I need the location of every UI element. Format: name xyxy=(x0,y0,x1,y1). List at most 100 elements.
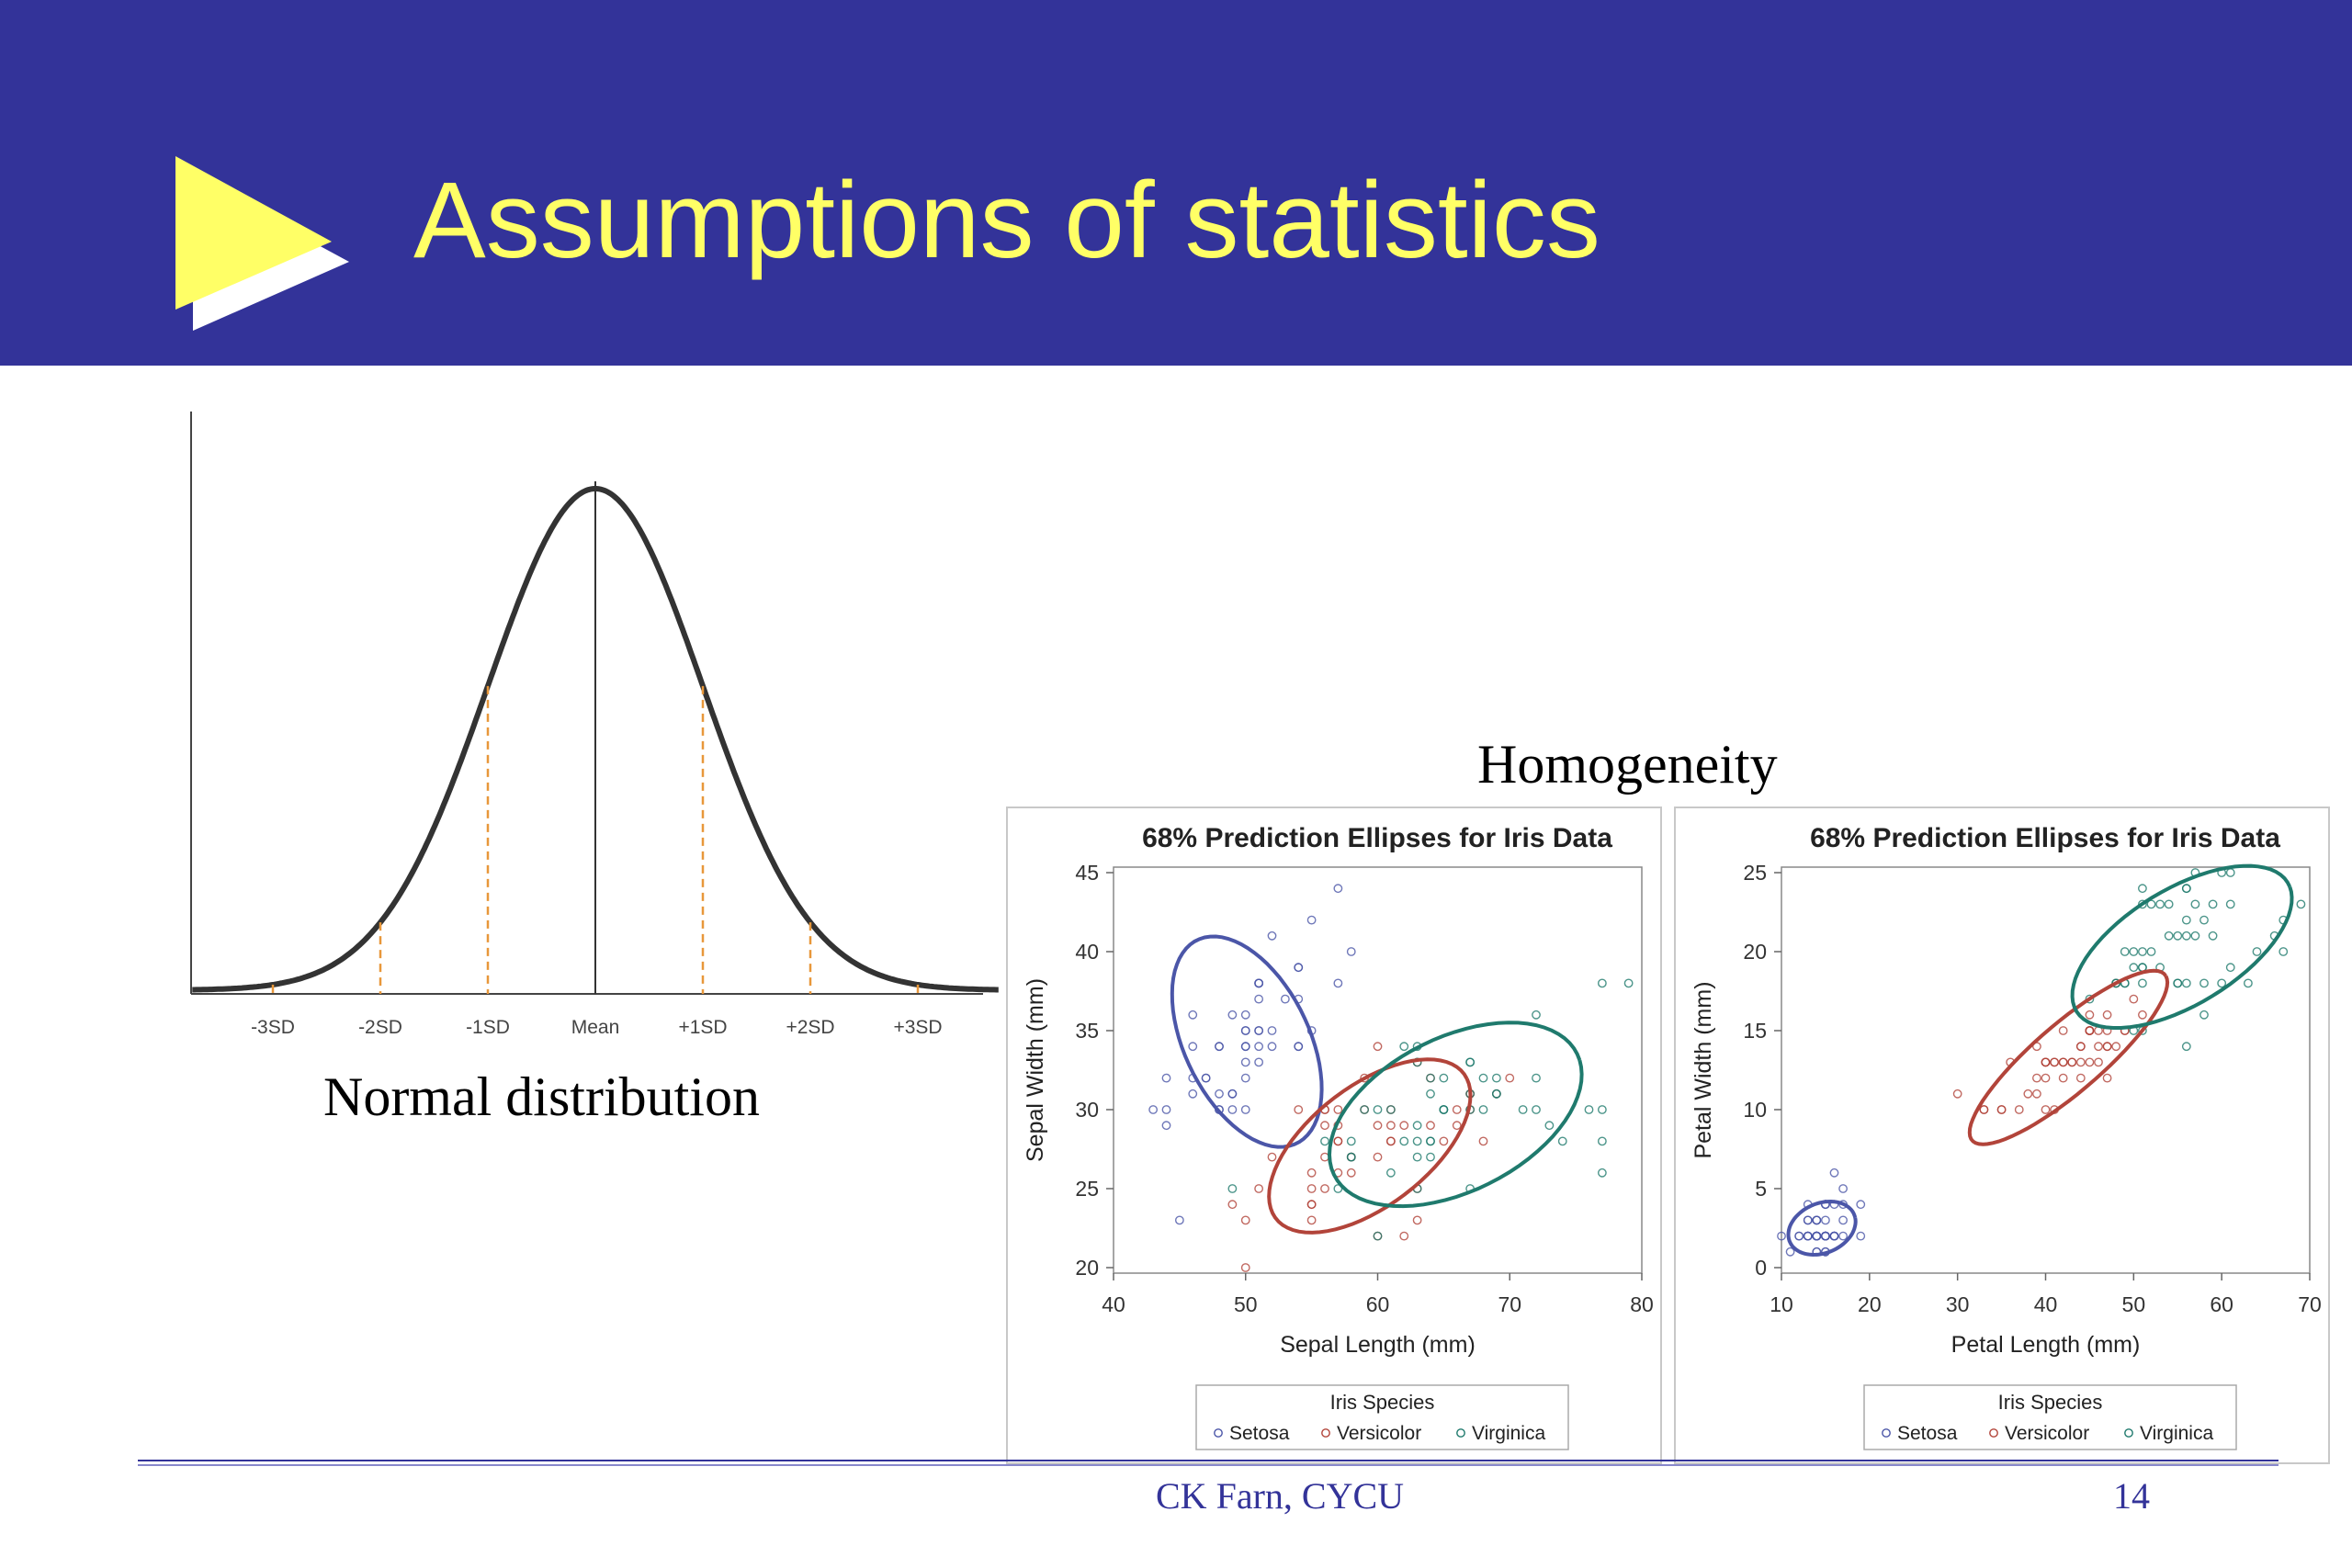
data-point xyxy=(1294,1105,1304,1114)
legend-title: Iris Species xyxy=(1998,1391,2103,1414)
data-point xyxy=(1412,1136,1422,1146)
data-point xyxy=(1148,1105,1159,1114)
x-axis-label: Sepal Length (mm) xyxy=(1280,1332,1476,1358)
x-tick-label: 10 xyxy=(1770,1292,1793,1316)
data-point xyxy=(1280,994,1290,1004)
prediction-ellipse xyxy=(2070,863,2294,1030)
chart-title: 68% Prediction Ellipses for Iris Data xyxy=(1142,823,1612,853)
data-point xyxy=(1838,1184,1848,1193)
data-point xyxy=(1426,1152,1435,1162)
data-point xyxy=(1294,963,1304,973)
data-point xyxy=(2155,899,2165,909)
data-point xyxy=(1333,884,1343,894)
data-point xyxy=(1996,1105,2007,1114)
data-point xyxy=(1838,1231,1848,1241)
data-point xyxy=(2129,963,2139,973)
data-point xyxy=(1373,1105,1383,1114)
data-point xyxy=(1452,1121,1462,1131)
sd-tick-label: -3SD xyxy=(251,1017,295,1038)
data-point xyxy=(1412,1215,1422,1225)
data-point xyxy=(1821,1215,1830,1225)
legend-marker xyxy=(2124,1428,2133,1438)
legend-label: Setosa xyxy=(1897,1423,1958,1444)
data-point xyxy=(1333,978,1343,988)
data-point xyxy=(2023,1089,2033,1099)
y-tick-label: 20 xyxy=(1743,940,1767,964)
data-point xyxy=(2085,994,2095,1004)
data-point xyxy=(2225,963,2235,973)
header-bar xyxy=(0,0,2352,366)
data-point xyxy=(1306,915,1317,925)
data-point xyxy=(2138,884,2147,894)
prediction-ellipse xyxy=(1170,934,1324,1149)
data-point xyxy=(1452,1105,1462,1114)
data-point xyxy=(1346,1152,1356,1162)
prediction-ellipse xyxy=(1267,1057,1473,1235)
y-tick-label: 40 xyxy=(1075,940,1099,964)
data-point xyxy=(1544,1121,1555,1131)
data-point xyxy=(1557,1136,1567,1146)
petal-chart-panel: 68% Prediction Ellipses for Iris Data 10 2… xyxy=(1674,807,2330,1464)
sd-tick-label: +3SD xyxy=(893,1017,942,1038)
data-point xyxy=(1426,1073,1435,1083)
x-tick-label: 60 xyxy=(1366,1292,1390,1316)
data-point xyxy=(1346,947,1356,956)
petal-scatter-chart: 68% Prediction Ellipses for Iris Data 10 2… xyxy=(1690,823,2322,1450)
data-point xyxy=(1385,1105,1396,1114)
data-point xyxy=(1785,1247,1795,1257)
legend-label: Virginica xyxy=(2140,1423,2213,1444)
data-point xyxy=(1201,1073,1211,1083)
data-point xyxy=(2199,1010,2209,1020)
data-point xyxy=(1821,1231,1830,1241)
legend-title: Iris Species xyxy=(1330,1391,1435,1414)
arrow-icon xyxy=(175,156,349,331)
data-point xyxy=(2164,899,2174,909)
data-point xyxy=(2138,947,2147,956)
data-point xyxy=(1399,1042,1409,1052)
data-point xyxy=(1385,1136,1396,1146)
data-point xyxy=(1254,994,1264,1004)
data-point xyxy=(1161,1105,1171,1114)
y-tick-label: 25 xyxy=(1075,1177,1099,1201)
data-point xyxy=(1478,1073,1488,1083)
data-point xyxy=(1532,1105,1541,1114)
legend-marker xyxy=(1882,1428,1891,1438)
data-point xyxy=(1856,1231,1866,1241)
data-point xyxy=(1267,1152,1277,1162)
slide-title: Assumptions of statistics xyxy=(413,160,1600,281)
data-point xyxy=(2094,1057,2103,1067)
data-point xyxy=(2075,1057,2086,1067)
data-point xyxy=(2041,1073,2051,1083)
sd-tick-label: Mean xyxy=(571,1017,620,1038)
data-point xyxy=(2102,1073,2112,1083)
data-point xyxy=(2296,899,2306,909)
data-point xyxy=(1385,1168,1396,1178)
data-point xyxy=(2120,947,2130,956)
legend-label: Virginica xyxy=(1472,1423,1545,1444)
data-point xyxy=(1240,1042,1250,1052)
data-point xyxy=(1478,1136,1488,1146)
data-point xyxy=(1439,1073,1449,1083)
data-point xyxy=(1838,1215,1848,1225)
legend-marker xyxy=(1321,1428,1330,1438)
data-point xyxy=(2138,1010,2147,1020)
sd-tick-label: +1SD xyxy=(678,1017,727,1038)
data-point xyxy=(2181,978,2191,988)
data-point xyxy=(2225,868,2235,877)
data-point xyxy=(1532,1073,1541,1083)
data-point xyxy=(2085,1057,2095,1067)
data-point xyxy=(1227,1200,1238,1210)
y-tick-label: 20 xyxy=(1075,1256,1099,1280)
x-tick-label: 40 xyxy=(1102,1292,1125,1316)
legend-label: Versicolor xyxy=(2005,1423,2089,1444)
data-point xyxy=(2181,931,2191,941)
data-point xyxy=(1254,1184,1264,1193)
data-point xyxy=(1174,1215,1184,1225)
sd-tick-label: -1SD xyxy=(466,1017,510,1038)
data-point xyxy=(2041,1057,2051,1067)
data-point xyxy=(2129,947,2139,956)
data-point xyxy=(2032,1073,2041,1083)
x-tick-label: 70 xyxy=(1498,1292,1521,1316)
data-point xyxy=(1267,1026,1277,1035)
data-point xyxy=(1188,1089,1198,1099)
